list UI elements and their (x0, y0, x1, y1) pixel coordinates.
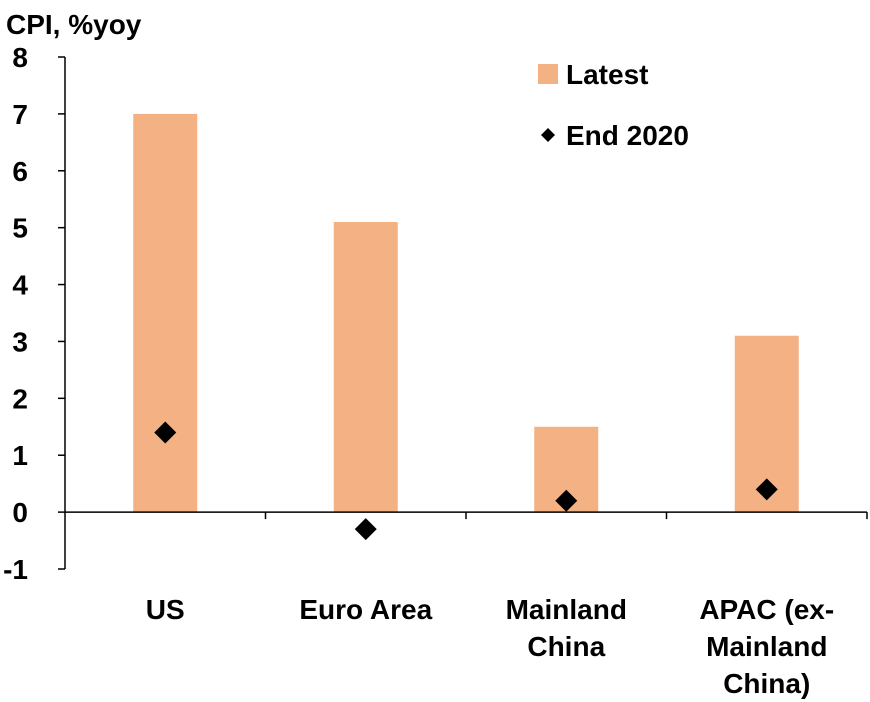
legend-label-latest: Latest (566, 59, 648, 90)
x-category-label: APAC (ex- (699, 594, 834, 625)
y-tick-label: 0 (12, 497, 28, 528)
markers-layer (154, 421, 778, 541)
x-axis (65, 511, 868, 520)
y-tick-label: 7 (12, 99, 28, 130)
bars-layer (133, 113, 799, 513)
x-category-label: China) (723, 668, 810, 699)
y-axis-title: CPI, %yoy (6, 9, 142, 40)
y-tick-label: 8 (12, 42, 28, 73)
legend-label-end-2020: End 2020 (566, 120, 689, 151)
x-category-label: Euro Area (299, 594, 432, 625)
y-axis: -1 0 1 2 3 4 5 6 7 8 (3, 42, 66, 585)
marker-end-2020 (555, 489, 578, 512)
y-tick-label: 1 (12, 440, 28, 471)
marker-end-2020 (354, 518, 377, 541)
x-tick-labels: US Euro Area Mainland China APAC (ex- Mainlan… (146, 594, 834, 699)
x-category-label: China (527, 631, 605, 662)
y-tick-label: 5 (12, 213, 28, 244)
y-tick-label: 4 (12, 270, 28, 301)
bar-latest (133, 113, 198, 513)
legend: Latest End 2020 (538, 59, 689, 151)
y-tick-label: -1 (3, 554, 28, 585)
legend-diamond-icon (541, 128, 555, 142)
marker-end-2020 (154, 421, 177, 444)
x-category-label: Mainland (706, 631, 827, 662)
bar-latest (333, 221, 398, 513)
y-tick-label: 6 (12, 156, 28, 187)
x-category-label: US (146, 594, 185, 625)
y-tick-label: 2 (12, 383, 28, 414)
y-tick-label: 3 (12, 326, 28, 357)
marker-end-2020 (755, 478, 778, 501)
x-category-label: Mainland (506, 594, 627, 625)
legend-swatch-latest (538, 64, 558, 84)
